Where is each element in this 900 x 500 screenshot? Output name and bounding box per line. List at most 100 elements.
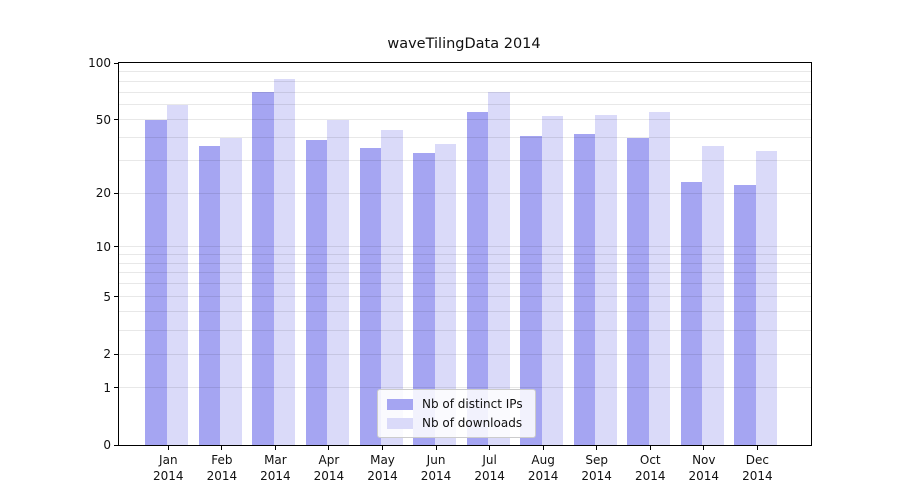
chart-title: waveTilingData 2014 xyxy=(387,36,541,52)
bar-distinct-ips-jun xyxy=(413,153,435,445)
x-tick-dec xyxy=(756,445,758,450)
bar-downloads-dec xyxy=(755,150,778,445)
x-tick-jan xyxy=(167,445,169,450)
x-tick-label-aug: Aug 2014 xyxy=(511,453,575,484)
plot-area: Dec 2014 Nov 2014 Oct 2014 Sep 2014 Aug 2014 Jul 20… xyxy=(88,56,812,483)
bar-downloads-mar xyxy=(273,79,296,445)
legend-item-distinct-ips: Nb of distinct IPs xyxy=(387,397,523,411)
gridline-y-50 xyxy=(119,119,811,121)
y-tick-100 xyxy=(114,62,119,64)
bar-downloads-sep xyxy=(595,114,617,445)
y-tick-label-1: 1 xyxy=(103,380,111,395)
x-tick-year: 2014 xyxy=(420,468,452,483)
x-tick-label-jun: Jun 2014 xyxy=(404,453,468,484)
bar-distinct-ips-feb xyxy=(198,146,221,445)
bar-distinct-ips-jan xyxy=(145,119,167,445)
x-tick-month: Dec xyxy=(745,453,769,467)
legend-swatch-downloads xyxy=(387,417,413,429)
x-tick-month: Apr xyxy=(318,453,340,467)
legend-swatch-distinct-ips xyxy=(387,398,413,410)
bar-distinct-ips-aug xyxy=(520,135,542,445)
bar-distinct-ips-jul xyxy=(466,111,489,445)
x-tick-jun xyxy=(435,445,437,450)
x-tick-label-jul: Jul 2014 xyxy=(458,453,522,484)
y-tick-1 xyxy=(114,387,119,389)
y-tick-label-50: 50 xyxy=(95,112,111,127)
x-tick-mar xyxy=(274,445,276,450)
legend-label-distinct-ips: Nb of distinct IPs xyxy=(422,397,523,411)
y-tick-5 xyxy=(114,296,119,298)
gridline-y-70 xyxy=(119,91,811,93)
x-tick-year: 2014 xyxy=(206,468,238,483)
x-tick-nov xyxy=(703,445,705,450)
bar-distinct-ips-oct xyxy=(627,137,649,445)
y-tick-0 xyxy=(114,444,119,446)
y-tick-2 xyxy=(114,353,119,355)
x-tick-may xyxy=(382,445,383,450)
y-tick-label-100: 100 xyxy=(88,56,111,70)
bar-downloads-aug xyxy=(541,116,564,445)
x-tick-year: 2014 xyxy=(313,468,345,483)
x-tick-label-dec: Dec 2014 xyxy=(725,453,789,484)
y-tick-label-2: 2 xyxy=(103,347,111,362)
x-tick-feb xyxy=(221,445,223,450)
y-tick-label-20: 20 xyxy=(95,186,111,200)
x-tick-month: Sep xyxy=(585,453,608,467)
y-tick-10 xyxy=(114,246,119,248)
x-tick-label-feb: Feb 2014 xyxy=(190,453,254,484)
y-tick-label-0: 0 xyxy=(103,438,111,452)
bar-downloads-may xyxy=(381,129,403,445)
x-tick-label-mar: Mar 2014 xyxy=(243,453,307,484)
x-tick-month: Feb xyxy=(211,453,233,467)
x-tick-month: Aug xyxy=(531,453,555,467)
x-tick-label-may: May 2014 xyxy=(351,453,415,484)
x-tick-year: 2014 xyxy=(260,468,291,483)
bar-downloads-feb xyxy=(220,137,242,445)
legend-item-downloads: Nb of downloads xyxy=(387,416,523,430)
x-tick-year: 2014 xyxy=(153,468,184,483)
x-tick-year: 2014 xyxy=(527,468,559,483)
bar-downloads-nov xyxy=(702,146,724,445)
bar-downloads-oct xyxy=(648,111,671,445)
bar-downloads-jan xyxy=(166,104,189,445)
x-tick-year: 2014 xyxy=(474,468,505,483)
y-tick-50 xyxy=(114,119,119,121)
x-tick-label-sep: Sep 2014 xyxy=(565,453,629,484)
x-tick-apr xyxy=(328,445,330,450)
legend-label-downloads: Nb of downloads xyxy=(422,416,523,430)
bar-distinct-ips-nov xyxy=(680,181,703,445)
x-tick-label-nov: Nov 2014 xyxy=(672,453,736,484)
x-tick-label-jan: Jan 2014 xyxy=(136,453,200,484)
bar-distinct-ips-dec xyxy=(734,185,756,445)
y-tick-20 xyxy=(114,192,119,194)
bar-distinct-ips-sep xyxy=(573,133,596,445)
x-tick-month: Oct xyxy=(639,453,661,467)
x-tick-year: 2014 xyxy=(688,468,720,483)
x-tick-month: Jun xyxy=(426,453,446,467)
legend: Nb of distinct IPs Nb of downloads xyxy=(377,389,536,438)
gridline-y-80 xyxy=(119,80,811,82)
y-tick-label-5: 5 xyxy=(103,289,111,304)
x-tick-month: May xyxy=(370,453,395,467)
x-tick-label-oct: Oct 2014 xyxy=(618,453,682,484)
x-tick-month: Nov xyxy=(692,453,716,467)
x-tick-sep xyxy=(596,445,598,450)
x-tick-month: Jan xyxy=(159,453,178,467)
x-tick-jul xyxy=(489,445,491,450)
x-tick-oct xyxy=(649,445,651,450)
gridline-y-90 xyxy=(119,71,811,73)
bar-distinct-ips-mar xyxy=(252,92,274,445)
x-tick-year: 2014 xyxy=(581,468,612,483)
x-tick-year: 2014 xyxy=(742,468,773,483)
bar-distinct-ips-apr xyxy=(305,139,328,445)
gridline-y-60 xyxy=(119,104,811,106)
x-tick-label-apr: Apr 2014 xyxy=(297,453,361,484)
x-tick-aug xyxy=(542,445,544,450)
x-tick-month: Jul xyxy=(482,453,497,467)
x-tick-year: 2014 xyxy=(367,468,398,483)
x-tick-year: 2014 xyxy=(634,468,666,483)
y-tick-label-10: 10 xyxy=(95,239,111,254)
bar-downloads-jul xyxy=(488,92,510,445)
bar-downloads-jun xyxy=(434,143,457,445)
